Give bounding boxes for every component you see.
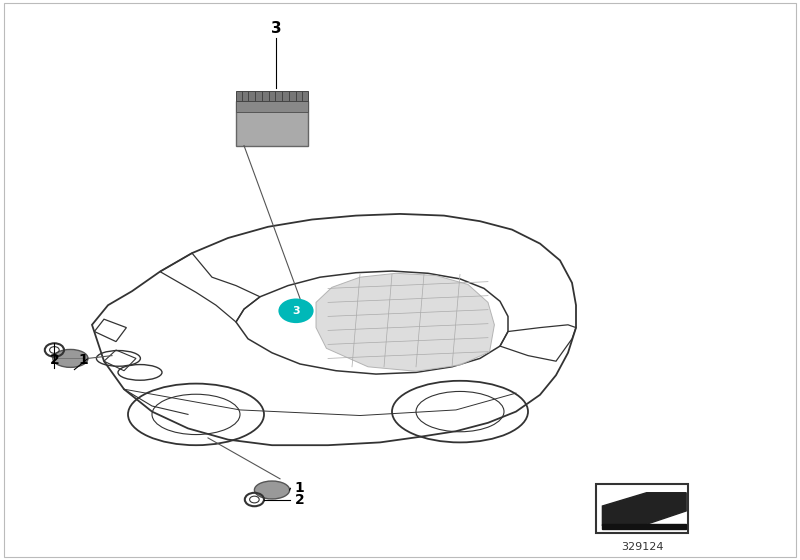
Text: 1: 1 — [78, 353, 88, 367]
Ellipse shape — [53, 349, 88, 367]
Polygon shape — [316, 273, 494, 371]
Polygon shape — [602, 524, 686, 529]
Text: 1: 1 — [294, 481, 304, 495]
Text: 3: 3 — [270, 21, 282, 36]
FancyBboxPatch shape — [236, 101, 308, 112]
Text: 329124: 329124 — [621, 542, 663, 552]
Text: 2: 2 — [50, 353, 59, 367]
FancyBboxPatch shape — [236, 91, 308, 101]
Text: 3: 3 — [292, 306, 300, 316]
Polygon shape — [602, 493, 686, 526]
Circle shape — [278, 298, 314, 323]
Ellipse shape — [254, 481, 290, 499]
FancyBboxPatch shape — [596, 484, 688, 533]
Text: 2: 2 — [294, 493, 304, 506]
FancyBboxPatch shape — [236, 101, 308, 146]
